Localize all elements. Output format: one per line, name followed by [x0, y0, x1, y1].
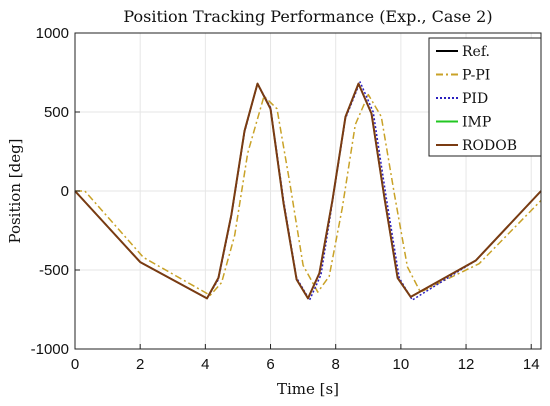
y-tick-label-2: 0: [61, 183, 69, 200]
y-tick-label-0: -1000: [31, 341, 69, 358]
legend-label-0: Ref.: [462, 44, 490, 60]
legend-label-3: IMP: [462, 115, 491, 131]
y-tick-label-1: -500: [39, 262, 69, 279]
x-tick-label-0: 0: [71, 356, 79, 373]
x-tick-label-5: 10: [393, 356, 410, 373]
y-tick-label-3: 500: [44, 104, 69, 121]
x-tick-label-3: 6: [266, 356, 274, 373]
y-tick-label-4: 1000: [36, 25, 69, 42]
series-layer: [74, 81, 542, 301]
legend-items: Ref. P-PI PID IMP RODOB: [436, 44, 517, 154]
chart-title: Position Tracking Performance (Exp., Cas…: [123, 7, 492, 26]
x-tick-label-1: 2: [136, 356, 144, 373]
legend-label-4: RODOB: [462, 138, 517, 154]
series-line-rodob: [74, 82, 542, 300]
x-tick-label-4: 8: [332, 356, 340, 373]
legend-label-1: P-PI: [462, 68, 490, 84]
x-tick-label-2: 4: [201, 356, 209, 373]
ticks-layer: 0 2 4 6 8 10 12 14 -1000 -500 0 500 1000: [31, 25, 540, 373]
x-axis-label: Time [s]: [277, 380, 339, 398]
legend: Ref. P-PI PID IMP RODOB: [428, 37, 542, 157]
legend-label-2: PID: [462, 91, 488, 107]
x-tick-label-7: 14: [523, 356, 540, 373]
y-axis-label: Position [deg]: [6, 138, 24, 243]
series-line-p-pi: [75, 93, 542, 297]
legend-box: [428, 37, 542, 157]
x-tick-label-6: 12: [458, 356, 475, 373]
